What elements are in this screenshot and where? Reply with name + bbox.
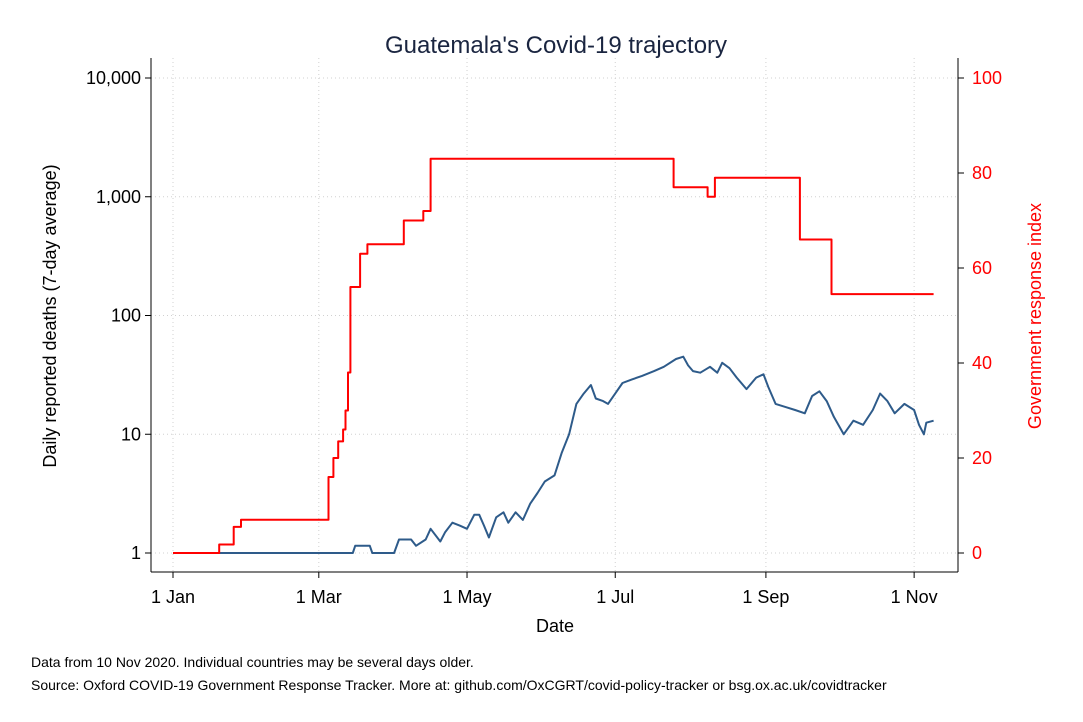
x-tick-label: 1 Mar xyxy=(296,587,342,607)
y2-tick-label: 0 xyxy=(972,543,982,563)
x-tick-label: 1 Nov xyxy=(891,587,938,607)
x-tick-label: 1 May xyxy=(443,587,492,607)
y-tick-label: 10 xyxy=(121,424,141,444)
axis-ticks: 1 Jan 1 Mar 1 May 1 Jul 1 Sep 1 Nov 1 10 100 1,00… xyxy=(86,68,1002,607)
y2-tick-label: 40 xyxy=(972,353,992,373)
data-date-note: Data from 10 Nov 2020. Individual countr… xyxy=(31,654,474,670)
x-axis-label: Date xyxy=(536,616,574,636)
y2-tick-label: 100 xyxy=(972,68,1002,88)
x-tick-label: 1 Sep xyxy=(742,587,789,607)
series-lines xyxy=(173,157,934,554)
deaths-line xyxy=(173,355,934,554)
y-tick-label: 10,000 xyxy=(86,68,141,88)
y-tick-label: 1 xyxy=(131,543,141,563)
y2-axis-label: Government response index xyxy=(1025,203,1045,429)
y2-tick-label: 20 xyxy=(972,448,992,468)
y2-tick-label: 60 xyxy=(972,258,992,278)
y-tick-label: 100 xyxy=(111,306,141,326)
x-tick-label: 1 Jul xyxy=(596,587,634,607)
source-note: Source: Oxford COVID-19 Government Respo… xyxy=(31,677,887,693)
gridlines xyxy=(151,58,958,572)
x-tick-label: 1 Jan xyxy=(151,587,195,607)
government-response-line xyxy=(173,157,934,554)
chart-title: Guatemala's Covid-19 trajectory xyxy=(385,32,727,59)
y-axis-label: Daily reported deaths (7-day average) xyxy=(40,164,60,467)
y2-tick-label: 80 xyxy=(972,163,992,183)
y-tick-label: 1,000 xyxy=(96,187,141,207)
